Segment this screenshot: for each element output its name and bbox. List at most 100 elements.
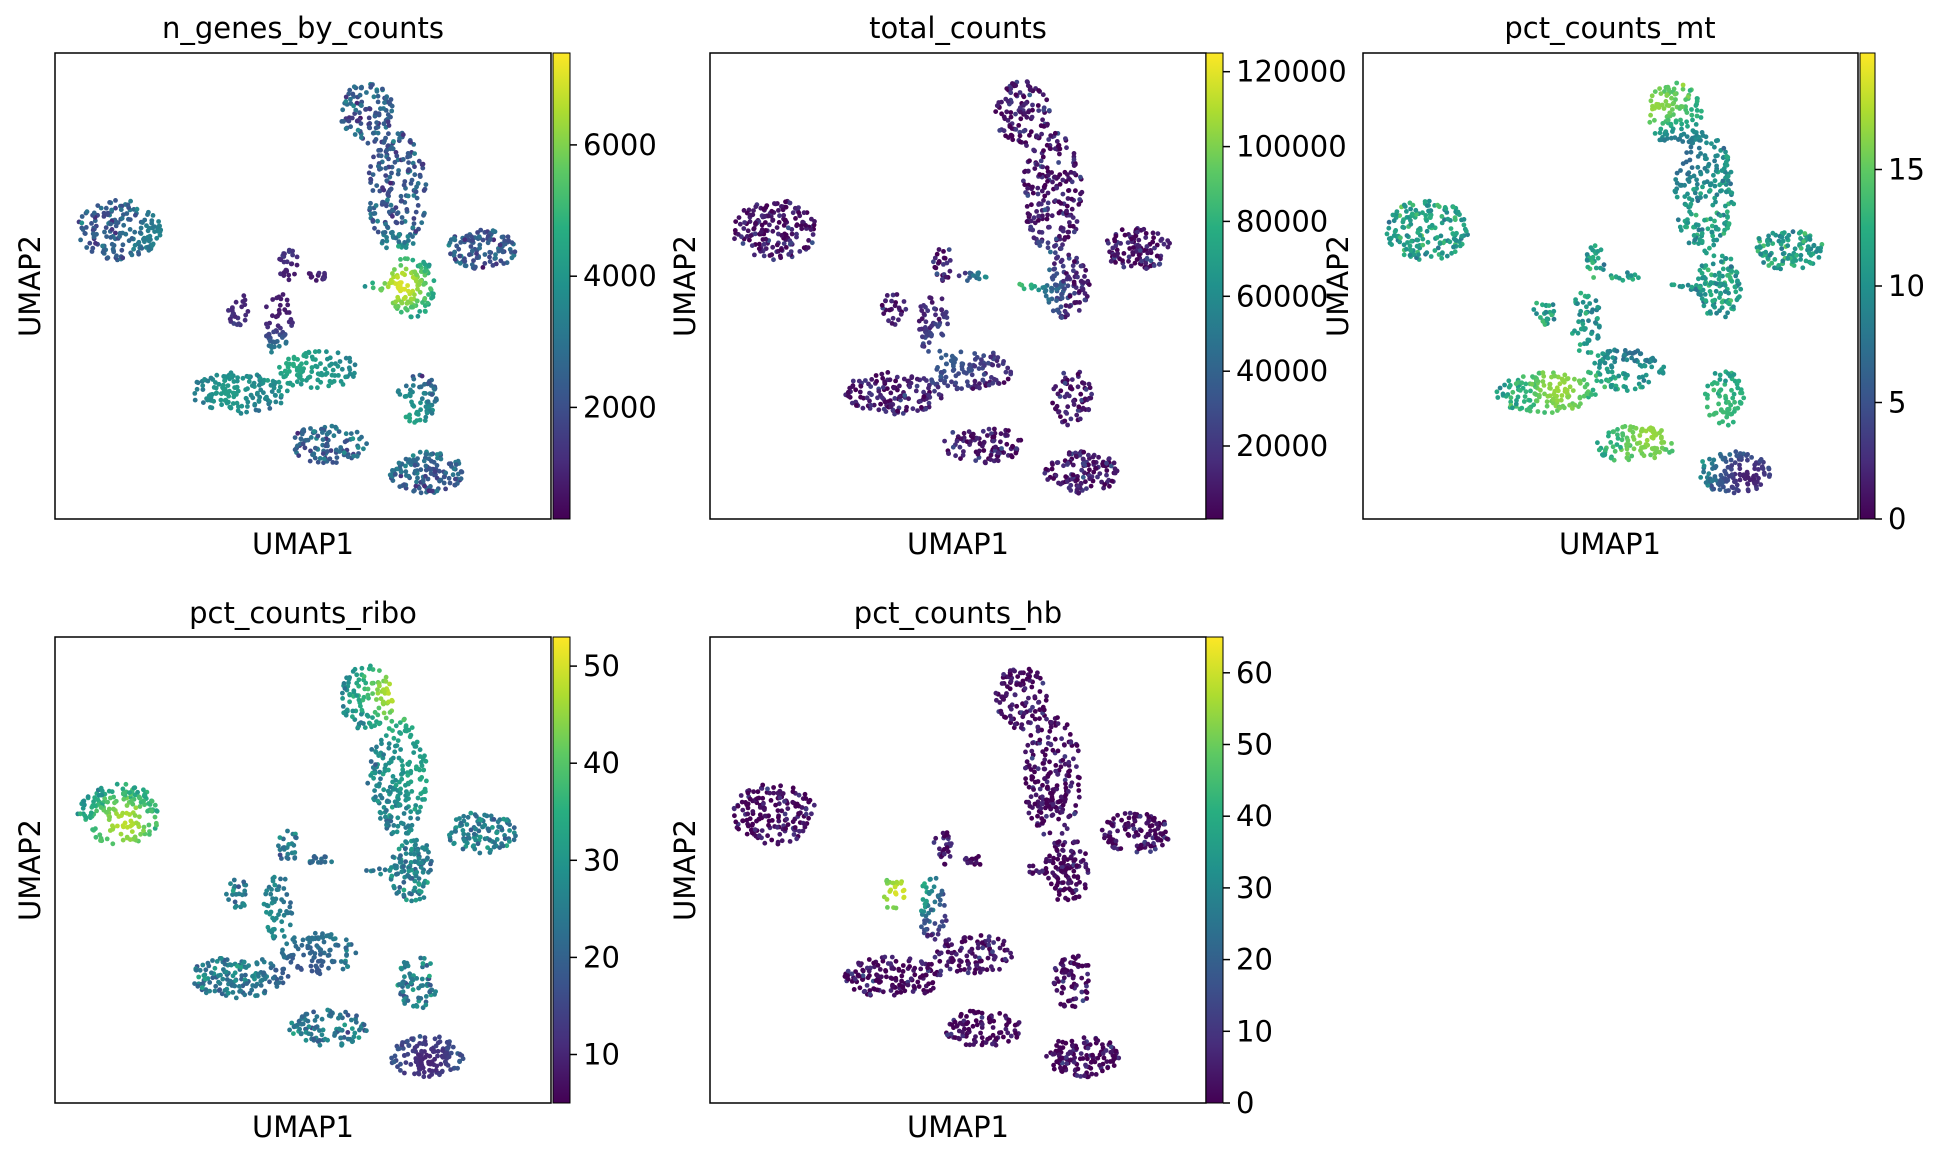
scatter-point [953, 356, 958, 362]
scatter-point [359, 665, 365, 671]
scatter-point [1003, 369, 1009, 375]
scatter-point [1390, 212, 1396, 218]
scatter-point [895, 387, 900, 393]
scatter-point [1028, 129, 1034, 135]
scatter-point [475, 230, 480, 235]
scatter-point [1053, 406, 1058, 412]
scatter-point [1729, 387, 1734, 393]
scatter-point [1520, 374, 1526, 379]
scatter-point [871, 402, 877, 408]
scatter-point [1555, 388, 1561, 394]
scatter-point [762, 214, 767, 220]
scatter-point [363, 107, 368, 112]
scatter-point [1724, 414, 1730, 420]
scatter-point [461, 813, 467, 819]
scatter-point [1652, 89, 1658, 94]
scatter-point [370, 280, 375, 286]
scatter-point [1732, 479, 1737, 485]
scatter-point [380, 86, 385, 92]
scatter-point [792, 205, 798, 211]
scatter-point [1703, 480, 1709, 485]
scatter-point [1086, 452, 1091, 458]
scatter-point [258, 978, 264, 984]
scatter-point [947, 258, 953, 263]
scatter-point [1104, 472, 1109, 478]
scatter-point [423, 463, 429, 469]
scatter-point [408, 732, 414, 738]
scatter-point [868, 402, 874, 408]
scatter-point [943, 274, 949, 280]
scatter-point [1398, 235, 1403, 241]
scatter-point [285, 974, 291, 979]
scatter-point [1095, 474, 1100, 480]
scatter-point [1400, 219, 1406, 225]
scatter-point [250, 973, 255, 979]
scatter-point [384, 808, 389, 813]
scatter-point [380, 199, 385, 205]
scatter-point [1738, 286, 1744, 292]
scatter-point [1702, 166, 1708, 171]
scatter-point [1459, 217, 1464, 223]
scatter-point [250, 395, 256, 401]
scatter-point [1513, 381, 1519, 387]
scatter-point [976, 366, 982, 371]
scatter-point [201, 400, 206, 405]
scatter-point [131, 246, 137, 252]
scatter-point [407, 759, 412, 765]
scatter-point [351, 84, 357, 90]
scatter-point [1708, 292, 1714, 298]
scatter-point [147, 832, 152, 837]
scatter-point [341, 681, 347, 686]
scatter-point [392, 749, 398, 755]
scatter-point [113, 205, 118, 211]
scatter-point [801, 210, 807, 216]
scatter-point [425, 300, 430, 306]
scatter-point [315, 377, 321, 383]
scatter-point [453, 817, 459, 822]
scatter-point [938, 395, 944, 401]
scatter-point [402, 728, 408, 734]
scatter-point [1741, 473, 1747, 479]
scatter-point [372, 723, 378, 728]
scatter-point [408, 815, 413, 821]
scatter-point [1622, 424, 1628, 429]
scatter-point [1424, 218, 1429, 224]
scatter-point [1527, 398, 1533, 403]
scatter-point [434, 463, 440, 468]
scatter-point [390, 774, 396, 779]
scatter-point [908, 380, 914, 386]
scatter-point [482, 252, 488, 257]
scatter-point [388, 146, 393, 152]
scatter-point [777, 253, 783, 259]
scatter-point [1062, 308, 1068, 314]
scatter-point [1052, 261, 1057, 267]
scatter-point [343, 374, 348, 380]
scatter-point [482, 822, 488, 828]
scatter-point [892, 303, 898, 309]
scatter-point [1630, 429, 1636, 435]
scatter-point [378, 776, 383, 782]
scatter-point [1707, 412, 1712, 418]
scatter-point [1044, 97, 1050, 103]
scatter-point [1042, 182, 1048, 188]
scatter-point [1135, 229, 1140, 235]
scatter-point [377, 781, 382, 787]
scatter-point [1725, 225, 1730, 231]
scatter-point [1672, 91, 1678, 97]
scatter-point [1054, 255, 1059, 261]
scatter-point [1800, 265, 1806, 271]
scatter-point [1739, 390, 1745, 396]
scatter-point [801, 245, 807, 251]
scatter-point [1017, 281, 1023, 287]
scatter-point [797, 249, 803, 254]
scatter-point [241, 293, 247, 299]
scatter-point [1701, 469, 1706, 475]
scatter-point [966, 429, 972, 434]
scatter-point [367, 106, 373, 112]
scatter-point [499, 234, 505, 240]
scatter-point [901, 299, 907, 304]
scatter-point [258, 387, 264, 393]
scatter-point [230, 990, 236, 995]
scatter-point [1133, 233, 1139, 239]
scatter-point [482, 261, 488, 266]
